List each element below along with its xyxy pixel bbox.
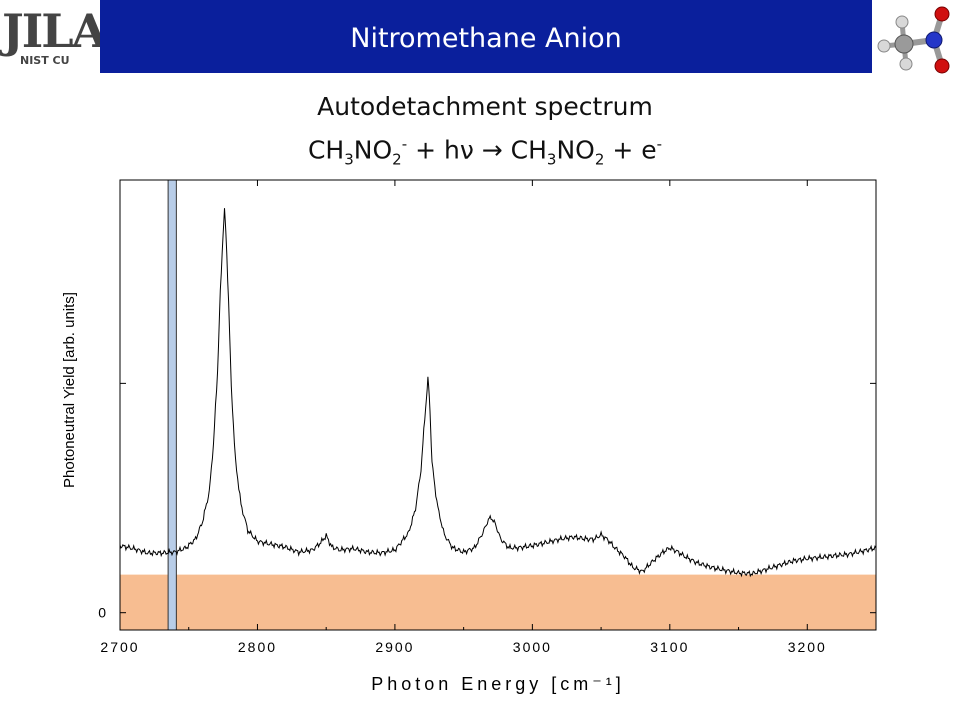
slide-title: Autodetachment spectrum — [317, 92, 653, 121]
x-tick-label: 3100 — [650, 639, 689, 655]
x-tick-label: 2900 — [375, 639, 414, 655]
eq-product-sub1: 3 — [546, 150, 557, 169]
x-tick-label: 2800 — [238, 639, 277, 655]
reaction-equation: CH3NO2- + hν → CH3NO2 + e- — [200, 135, 770, 168]
baseline-band — [120, 574, 876, 630]
page-title: Nitromethane Anion — [350, 23, 622, 54]
eq-reactant-sub2: 2 — [392, 150, 402, 169]
eq-electron-charge: - — [656, 135, 663, 153]
y-axis-ticks: 0 — [98, 382, 876, 621]
eq-arrow: → — [473, 135, 511, 165]
x-tick-label: 3000 — [513, 639, 552, 655]
marker-band — [167, 179, 177, 631]
eq-plus-photon: + h — [407, 135, 460, 165]
eq-plus-electron: + e — [604, 135, 657, 165]
eq-product-sub2: 2 — [594, 150, 605, 169]
plot-frame — [119, 179, 877, 631]
eq-reactant-a: CH — [307, 135, 345, 165]
eq-product-a: CH — [510, 135, 547, 165]
eq-reactant-sub1: 3 — [344, 150, 354, 169]
spectrum-trace — [119, 208, 877, 578]
x-axis-ticks: 2700 2800 2900 3000 3100 3200 — [100, 180, 827, 655]
x-axis-label: Photon Energy [cm⁻¹] — [371, 674, 625, 694]
molecule-model-image — [872, 0, 960, 78]
molecule-icon — [877, 6, 950, 74]
eq-reactant-charge: - — [401, 135, 408, 153]
y-axis-label: Photoneutral Yield [arb. units] — [61, 292, 78, 488]
x-tick-label: 3200 — [788, 639, 827, 655]
y-tick-label: 0 — [98, 605, 106, 621]
jila-logo: JILA NIST CU — [0, 0, 107, 74]
x-tick-label: 2700 — [100, 639, 139, 655]
eq-product-b: NO — [556, 135, 595, 165]
eq-nu: ν — [459, 135, 474, 165]
eq-reactant-b: NO — [353, 135, 393, 165]
header-bar: Nitromethane Anion — [100, 0, 872, 73]
jila-logo-text: JILA — [2, 4, 107, 58]
jila-logo-subtext: NIST CU — [20, 54, 70, 67]
